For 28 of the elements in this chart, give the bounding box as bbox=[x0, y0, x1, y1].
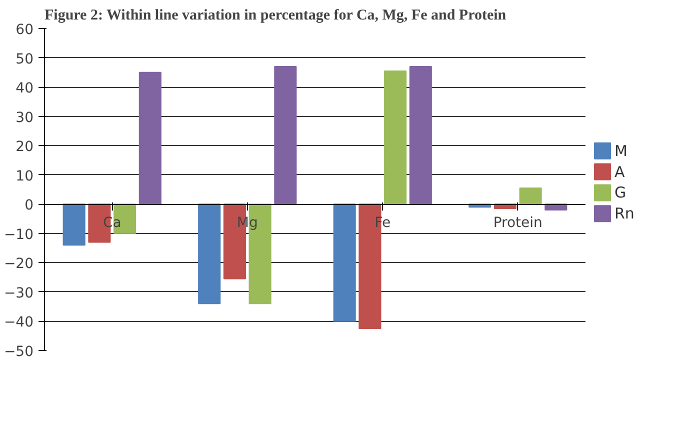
x-tick-label: Mg bbox=[236, 215, 258, 232]
legend-label: G bbox=[614, 184, 626, 202]
chart-title: Figure 2: Within line variation in percentage for Ca, Mg, Fe and Protein bbox=[44, 8, 507, 24]
y-tick-label: 30 bbox=[16, 110, 34, 126]
bar bbox=[274, 66, 297, 205]
bar bbox=[138, 72, 162, 205]
y-tick-label: 0 bbox=[24, 198, 34, 214]
bar bbox=[519, 188, 542, 205]
legend-label: A bbox=[614, 162, 626, 181]
y-tick-label: −20 bbox=[4, 256, 34, 272]
bar bbox=[409, 66, 432, 205]
y-tick-label: −30 bbox=[4, 285, 34, 302]
y-tick-label: 50 bbox=[16, 51, 34, 68]
bar bbox=[62, 204, 86, 246]
x-tick-label: Protein bbox=[493, 215, 542, 232]
x-tick-label: Ca bbox=[102, 215, 122, 232]
y-tick-label: 60 bbox=[16, 22, 34, 38]
y-tick-label: −10 bbox=[4, 226, 34, 243]
y-tick-label: 40 bbox=[16, 80, 34, 97]
y-tick-label: 20 bbox=[16, 139, 34, 156]
legend-label: M bbox=[614, 142, 628, 160]
bar bbox=[333, 204, 356, 322]
legend-label: Rn bbox=[614, 204, 634, 223]
bar bbox=[384, 70, 407, 205]
y-tick-label: −40 bbox=[4, 314, 34, 331]
y-tick-label: 10 bbox=[16, 168, 34, 184]
bar bbox=[198, 204, 221, 304]
y-tick-label: −50 bbox=[4, 344, 34, 360]
